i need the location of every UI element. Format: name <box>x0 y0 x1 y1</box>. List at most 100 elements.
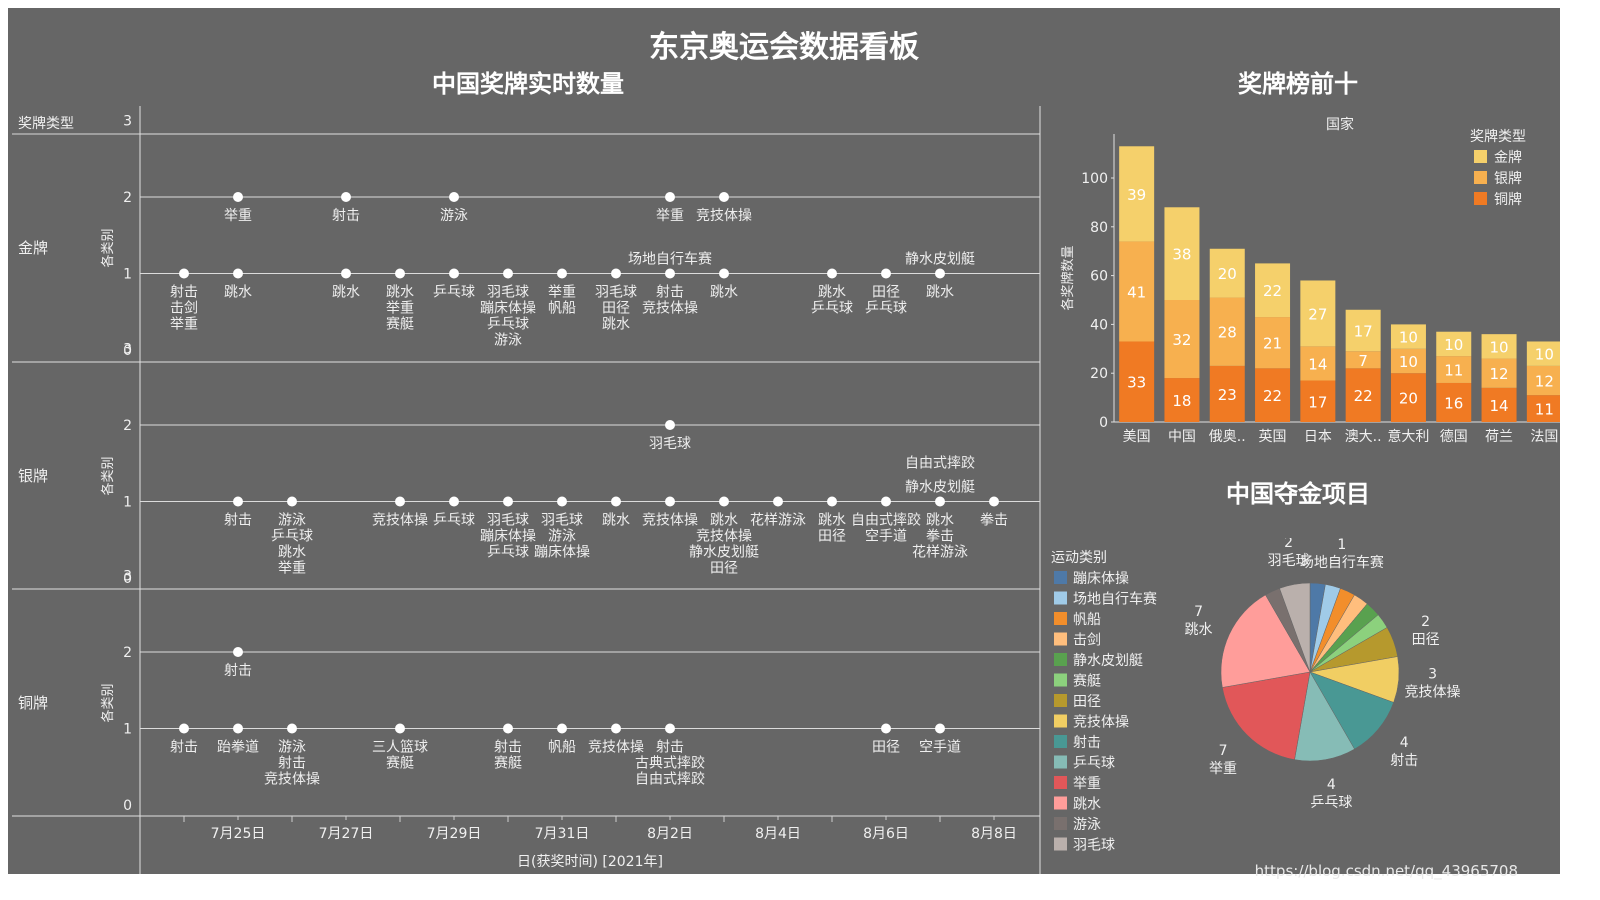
bar-value-label: 12 <box>1535 373 1554 391</box>
point-label: 古典式摔跤 <box>635 755 705 772</box>
bar-value-label: 17 <box>1354 323 1373 341</box>
bar-category-label: 英国 <box>1259 428 1287 445</box>
bar-y-tick-label: 40 <box>1090 317 1108 333</box>
point-label: 羽毛球 <box>487 513 529 529</box>
point-label: 举重 <box>224 208 252 224</box>
y-tick-label: 0 <box>123 798 132 814</box>
medal-point <box>395 496 405 507</box>
y-tick-label: 1 <box>123 722 132 738</box>
pie-legend-label: 蹦床体操 <box>1073 571 1129 587</box>
pie-slice-label: 田径 <box>1412 632 1440 648</box>
medal-point <box>179 723 189 734</box>
y-tick-label: 2 <box>123 645 132 661</box>
point-label: 田径 <box>872 740 900 756</box>
point-label: 举重 <box>386 301 414 317</box>
bar-y-tick-label: 80 <box>1090 220 1108 236</box>
point-label: 蹦床体操 <box>534 545 590 561</box>
bar-value-label: 27 <box>1308 305 1327 323</box>
point-label: 静水皮划艇 <box>689 545 759 561</box>
point-label: 竞技体操 <box>588 739 644 756</box>
point-label: 竞技体操 <box>372 512 428 529</box>
point-label: 射击 <box>332 208 360 224</box>
bar-category-label: 美国 <box>1123 429 1151 445</box>
point-label: 跳水 <box>602 317 630 333</box>
point-label: 三人篮球 <box>372 740 428 756</box>
bar-segment <box>1209 365 1245 422</box>
x-tick-label: 8月2日 <box>647 826 693 842</box>
bar-value-label: 10 <box>1535 346 1554 364</box>
bar-legend-label: 铜牌 <box>1494 191 1522 208</box>
bar-value-label: 21 <box>1263 335 1282 353</box>
bar-value-label: 20 <box>1218 265 1237 283</box>
bar-value-label: 20 <box>1399 390 1418 408</box>
bar-value-label: 38 <box>1172 246 1191 264</box>
china-gold-pie-chart: 运动类别蹦床体操场地自行车赛帆船击剑静水皮划艇赛艇田径竞技体操射击乒乓球举重跳水… <box>1051 538 1461 854</box>
bar-value-label: 7 <box>1358 352 1368 370</box>
pie-legend-label: 场地自行车赛 <box>1073 591 1157 608</box>
y-tick-label: 0 <box>123 571 132 587</box>
point-label: 跳水 <box>818 513 846 529</box>
pie-legend-swatch <box>1054 612 1067 625</box>
pie-legend-swatch <box>1054 755 1067 769</box>
point-label: 跳水 <box>818 285 846 301</box>
x-tick-label: 7月25日 <box>211 826 266 842</box>
bar-legend-swatch <box>1474 150 1487 163</box>
point-label: 花样游泳 <box>912 545 968 561</box>
bar-value-label: 22 <box>1354 387 1373 405</box>
point-top-label: 静水皮划艇 <box>905 252 975 268</box>
point-label: 乒乓球 <box>487 545 529 561</box>
bar-segment <box>1255 317 1291 369</box>
medal-point <box>179 268 189 279</box>
point-label: 跳水 <box>926 513 954 529</box>
medal-point <box>719 192 729 202</box>
bar-value-label: 17 <box>1308 393 1327 411</box>
point-label: 射击 <box>494 740 522 756</box>
bar-y-axis-title: 各奖牌数量 <box>1060 245 1076 310</box>
x-tick-label: 8月6日 <box>863 826 909 842</box>
medal-point <box>503 723 513 734</box>
pie-legend-swatch <box>1054 571 1067 584</box>
point-label: 跳水 <box>332 285 360 301</box>
medal-point <box>341 268 351 279</box>
y-tick-label: 1 <box>123 495 132 511</box>
x-tick-label: 7月29日 <box>427 826 482 842</box>
point-label: 田径 <box>872 285 900 301</box>
bar-legend-swatch <box>1474 171 1487 184</box>
pie-legend-swatch <box>1054 817 1067 830</box>
pie-slice-label: 射击 <box>1390 753 1418 769</box>
point-label: 举重 <box>548 285 576 301</box>
bar-segment <box>1526 365 1560 396</box>
bar-category-label: 中国 <box>1168 429 1196 445</box>
point-label: 空手道 <box>865 529 907 545</box>
point-top-label: 静水皮划艇 <box>905 480 975 496</box>
pie-slice-value: 4 <box>1327 777 1336 793</box>
pie-legend-swatch <box>1054 694 1067 707</box>
point-label: 花样游泳 <box>750 513 806 529</box>
bar-value-label: 18 <box>1172 392 1191 410</box>
point-label: 乒乓球 <box>865 301 907 317</box>
pie-legend-label: 射击 <box>1073 735 1101 751</box>
bar-legend-swatch <box>1474 192 1487 205</box>
point-label: 竞技体操 <box>642 512 698 529</box>
point-label: 竞技体操 <box>696 528 752 545</box>
point-label: 跆拳道 <box>217 740 259 756</box>
point-label: 乒乓球 <box>271 529 313 545</box>
y-axis-label: 各类别 <box>100 683 116 722</box>
bar-segment <box>1526 341 1560 366</box>
pie-slice-value: 2 <box>1421 614 1430 630</box>
bar-y-tick-label: 20 <box>1090 366 1108 382</box>
point-label: 拳击 <box>926 529 954 545</box>
point-label: 羽毛球 <box>541 513 583 529</box>
point-label: 跳水 <box>710 285 738 301</box>
point-label: 乒乓球 <box>487 317 529 333</box>
y-tick-label: 1 <box>123 267 132 283</box>
pie-slice <box>1279 582 1311 673</box>
point-label: 乒乓球 <box>433 285 475 301</box>
pie-legend-label: 田径 <box>1073 694 1101 710</box>
bar-segment <box>1390 324 1426 349</box>
medal-point <box>611 268 621 279</box>
point-label: 射击 <box>170 740 198 756</box>
bar-column-header: 国家 <box>1326 116 1354 133</box>
y-tick-label: 3 <box>123 114 132 130</box>
pie-slice <box>1222 671 1311 760</box>
